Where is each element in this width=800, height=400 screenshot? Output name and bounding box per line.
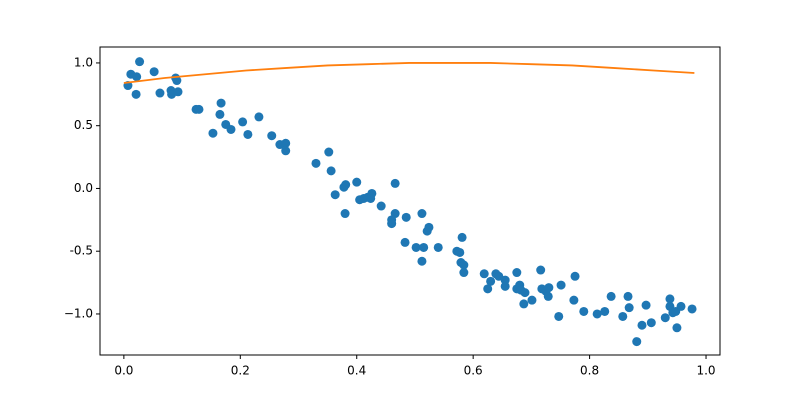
scatter-point [131, 89, 141, 99]
scatter-point [254, 112, 264, 122]
scatter-point [155, 88, 165, 98]
scatter-point [194, 104, 204, 114]
scatter-point [149, 67, 159, 77]
x-tick-label: 0.8 [580, 364, 599, 378]
y-tick-label: −1.0 [64, 306, 93, 320]
scatter-point [632, 337, 642, 347]
scatter-point [424, 222, 434, 232]
scatter-point [281, 146, 291, 156]
axes-frame [99, 46, 721, 356]
scatter-point [606, 291, 616, 301]
scatter-point [411, 242, 421, 252]
scatter-point [479, 269, 489, 279]
scatter-point [455, 247, 465, 257]
scatter-point [637, 320, 647, 330]
scatter-point [400, 237, 410, 247]
scatter-point [417, 256, 427, 266]
scatter-point [592, 309, 602, 319]
scatter-point [520, 288, 530, 298]
scatter-point [554, 311, 564, 321]
scatter-point [216, 98, 226, 108]
scatter-point [676, 301, 686, 311]
scatter-point [238, 117, 248, 127]
scatter-point [457, 232, 467, 242]
scatter-point [341, 180, 351, 190]
scatter-point [624, 303, 634, 313]
scatter-point [672, 323, 682, 333]
scatter-point [419, 242, 429, 252]
scatter-point [366, 193, 376, 203]
scatter-point [267, 131, 277, 141]
scatter-point [600, 306, 610, 316]
scatter-point [556, 280, 566, 290]
scatter-point [243, 129, 253, 139]
scatter-point [500, 281, 510, 291]
scatter-point [641, 300, 651, 310]
scatter-point [401, 212, 411, 222]
scatter-point [512, 268, 522, 278]
scatter-point [215, 109, 225, 119]
scatter-point [376, 201, 386, 211]
scatter-point [132, 72, 142, 82]
x-tick-label: 0.6 [464, 364, 483, 378]
scatter-point [569, 295, 579, 305]
x-tick-label: 0.2 [231, 364, 250, 378]
scatter-point [433, 242, 443, 252]
scatter-point [519, 299, 529, 309]
scatter-point [226, 124, 236, 134]
x-tick-label: 0.0 [114, 364, 133, 378]
scatter-point [623, 291, 633, 301]
scatter-point [660, 313, 670, 323]
scatter-point [324, 147, 334, 157]
scatter-point [527, 295, 537, 305]
scatter-point [171, 73, 181, 83]
scatter-point [665, 294, 675, 304]
x-tick-label: 0.4 [347, 364, 366, 378]
scatter-point [646, 318, 656, 328]
scatter-point [390, 178, 400, 188]
x-tick-label: 1.0 [696, 364, 715, 378]
scatter-point [543, 291, 553, 301]
scatter-point [387, 219, 397, 229]
scatter-point [459, 260, 469, 270]
y-tick-label: -0.5 [70, 244, 93, 258]
scatter-point [352, 177, 362, 187]
scatter-point [326, 166, 336, 176]
scatter-point [135, 57, 145, 67]
scatter-point [311, 158, 321, 168]
scatter-point [340, 209, 350, 219]
scatter-point [417, 209, 427, 219]
y-tick-label: 0.0 [74, 181, 93, 195]
y-tick-label: 0.5 [74, 118, 93, 132]
scatter-point [486, 276, 496, 286]
line [123, 62, 695, 84]
scatter-point [536, 265, 546, 275]
scatter-point [500, 275, 510, 285]
scatter-point [579, 306, 589, 316]
scatter-point [544, 283, 554, 293]
scatter-point [483, 284, 493, 294]
scatter-point [618, 311, 628, 321]
scatter-point [459, 268, 469, 278]
y-tick-label: 1.0 [74, 55, 93, 69]
scatter-point [208, 128, 218, 138]
scatter-point [687, 304, 697, 314]
scatter-point [330, 190, 340, 200]
scatter-point [173, 87, 183, 97]
scatter-point [281, 138, 291, 148]
scatter-point [570, 271, 580, 281]
